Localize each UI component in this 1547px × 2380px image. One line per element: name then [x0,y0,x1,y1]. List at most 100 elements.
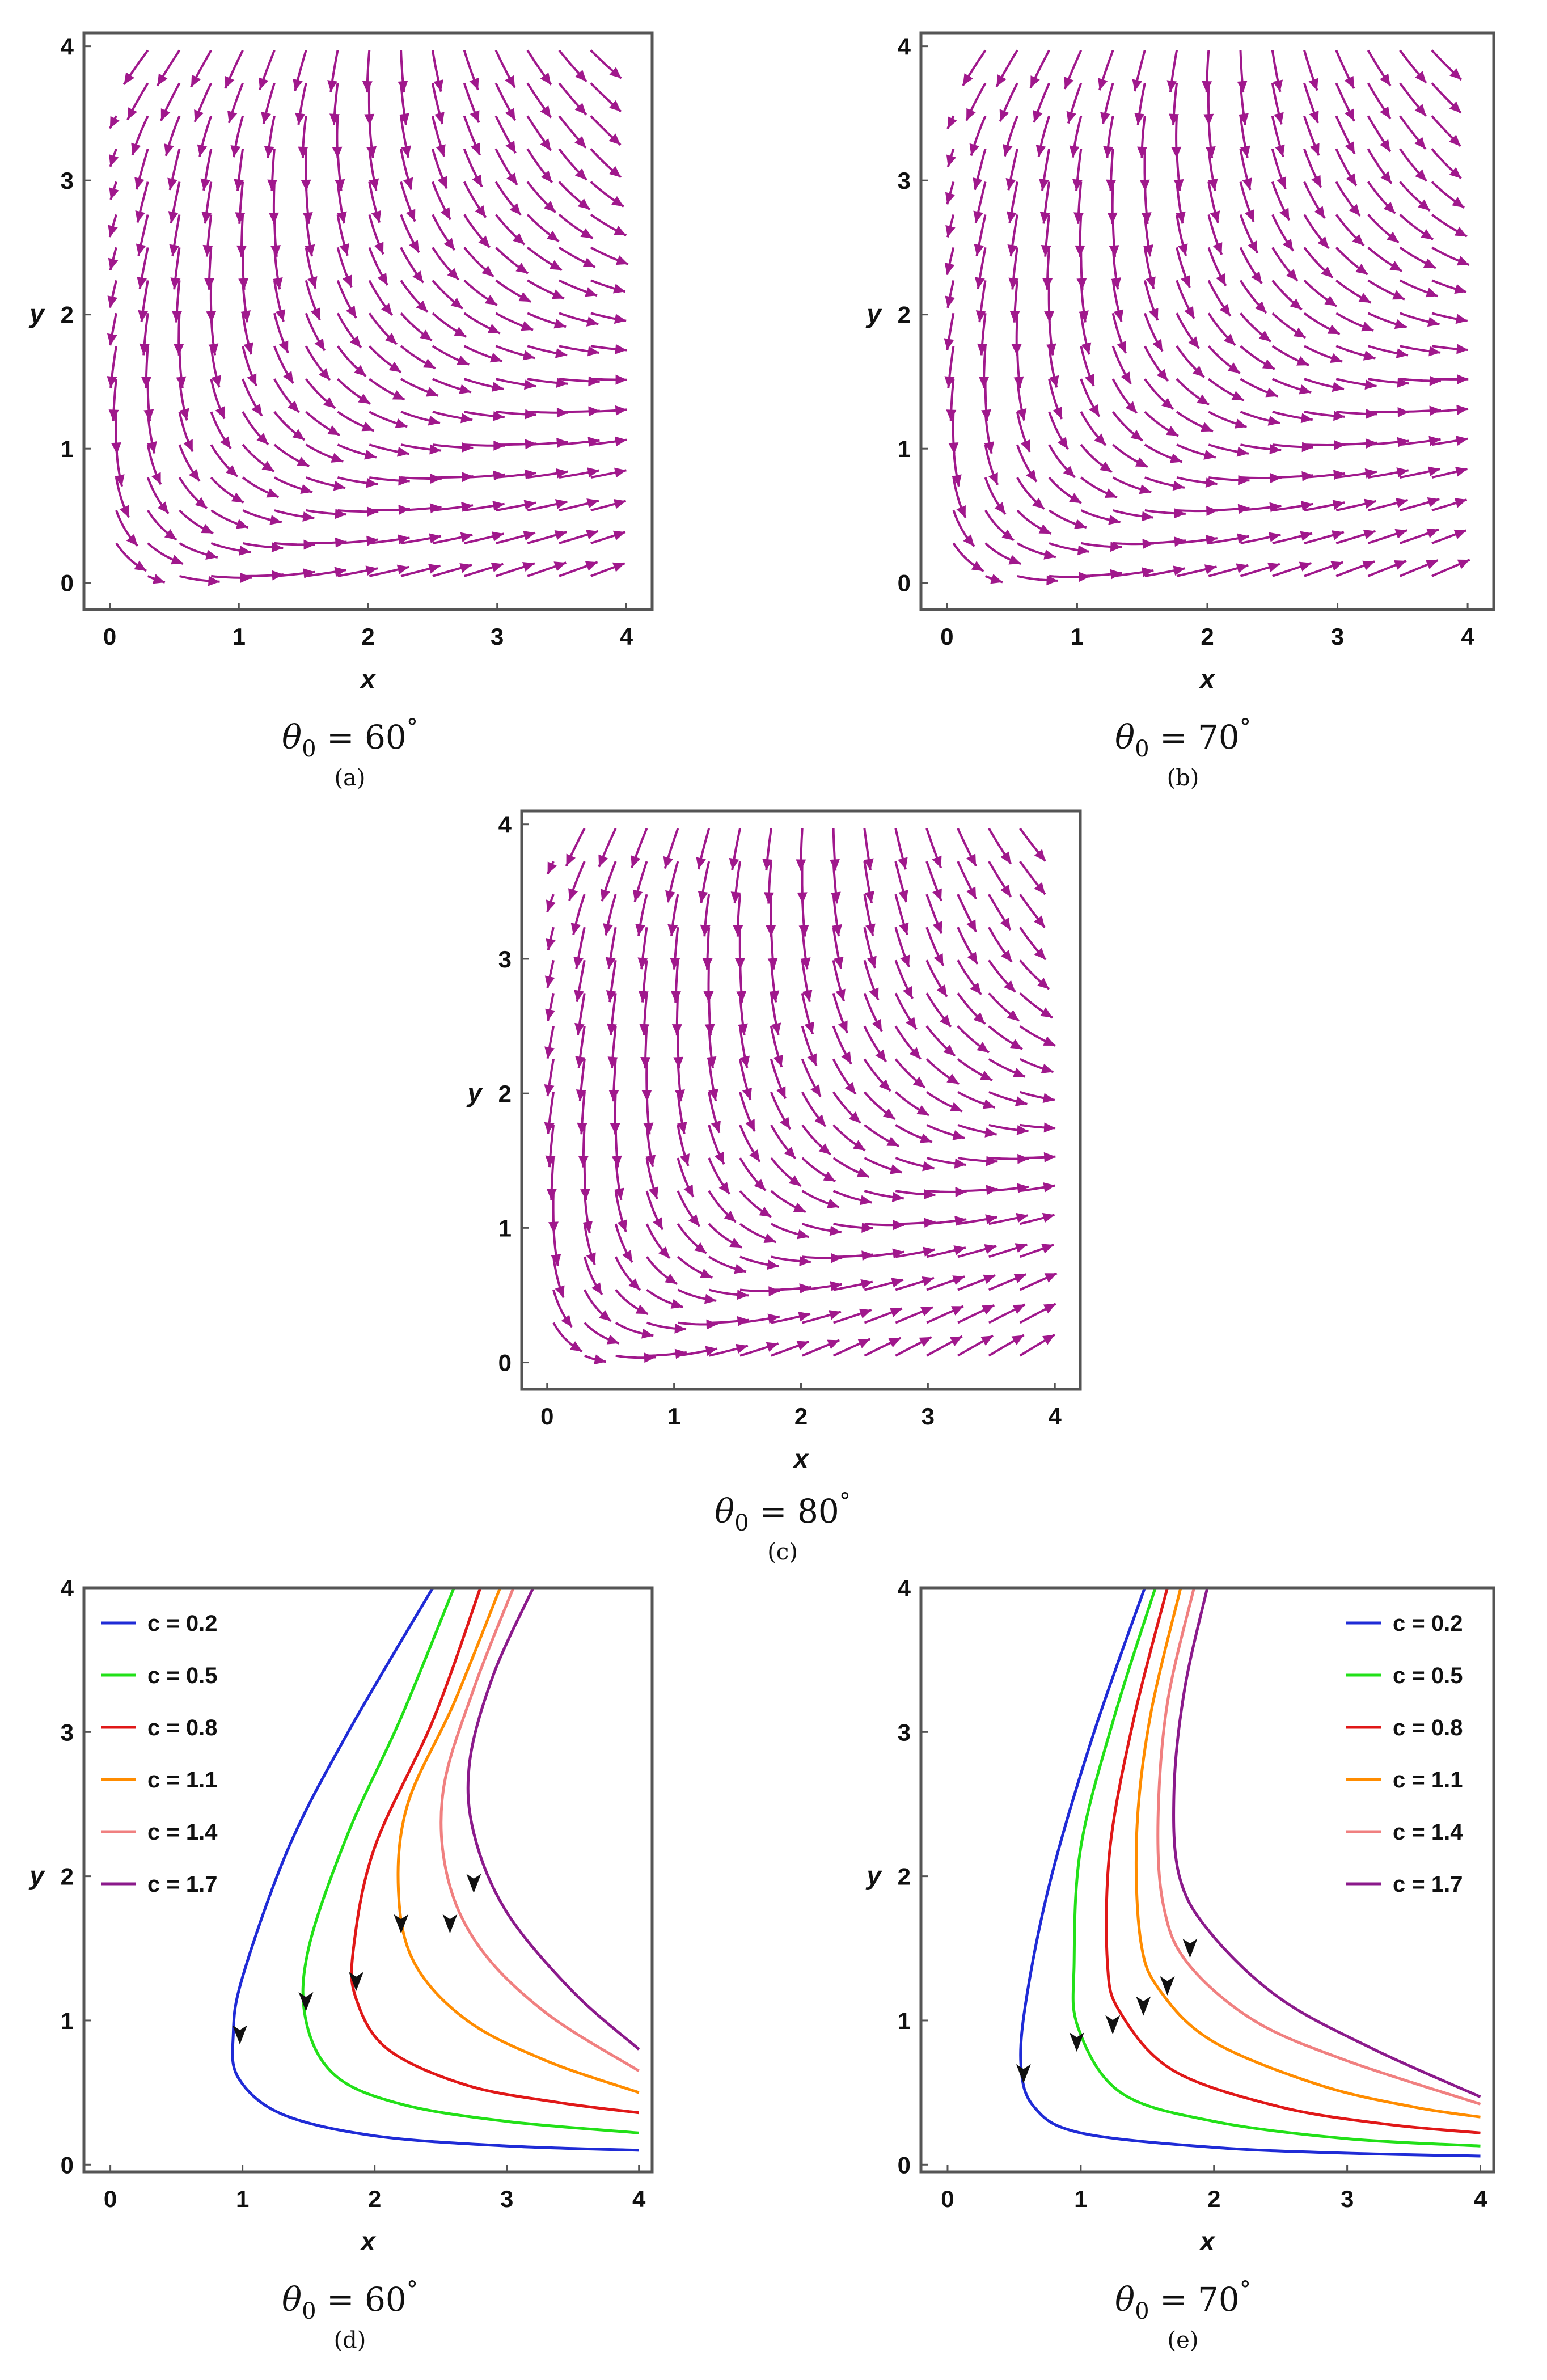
stream-arrowhead [829,1310,841,1320]
stream-arrowhead [1456,344,1468,354]
stream-arrowhead [168,211,179,223]
stream-arrowhead [608,133,621,145]
legend-entry: c = 1.1 [147,1768,217,1793]
stream-arrowhead [259,77,269,90]
stream-arrowhead [804,1021,814,1034]
stream-arrowhead [1301,501,1313,511]
x-tick-label: 4 [620,623,633,650]
stream-arrowhead [238,278,249,290]
stream-arrowhead [549,260,562,270]
stream-arrowhead [1456,256,1469,266]
stream-arrowhead [1000,884,1011,897]
stream-arrowhead [1273,79,1283,92]
stream-arrowhead [522,562,535,572]
stream-arrowhead [832,924,842,937]
stream-arrowhead [334,567,346,577]
stream-arrowhead [607,1056,618,1068]
stream-arrowhead [1026,469,1037,482]
stream-arrowhead [392,390,405,400]
x-tick-label: 3 [500,2185,513,2212]
stream-arrowhead [1300,413,1313,424]
stream-arrowhead [300,484,313,494]
stream-arrowhead [570,923,581,935]
stream-arrowhead [1358,293,1371,303]
stream-arrowhead [946,154,957,167]
y-axis-label: y [865,1861,882,1891]
stream-arrowhead [1346,173,1356,186]
stream-arrowhead [437,176,447,189]
stream-arrowhead [1042,1334,1055,1345]
y-tick-label: 1 [498,1215,512,1241]
stream-arrowhead [780,1117,791,1130]
stream-arrowhead [1042,1093,1055,1104]
stream-arrowhead [598,854,608,867]
caption-subscript: 0 [734,1510,749,1536]
stream-arrowhead [967,952,978,965]
stream-arrowhead [694,1242,707,1253]
stream-arrowhead [1383,201,1396,214]
stream-arrowhead [1034,882,1046,895]
stream-arrowhead [1212,242,1223,255]
direction-arrow [466,1874,481,1893]
stream-arrowhead [574,990,584,1002]
stream-arrowhead [582,257,595,267]
stream-arrowhead [1239,113,1249,125]
stream-arrowhead [1197,394,1210,405]
legend-entry: c = 1.7 [147,1872,217,1897]
stream-arrowhead [493,411,505,421]
stream-arrowhead [1223,333,1236,345]
plot-area: c = 0.2 c = 0.5 c = 0.8 c = 1.1 c = 1.4 c = 1… [101,1588,640,2152]
stream-arrowhead [606,1334,619,1345]
stream-arrowhead [204,278,215,290]
stream-arrowhead [762,859,773,870]
stream-arrowhead [1456,404,1469,415]
stream-arrowhead [275,309,286,322]
stream-arrowhead [1415,169,1427,181]
stream-arrowhead [594,1354,606,1365]
stream-arrowhead [994,502,1005,514]
stream-arrowhead [1205,146,1216,158]
y-axis-label: y [466,1078,483,1107]
stream-arrowhead [573,956,584,969]
stream-arrowhead [136,243,146,256]
y-axis-label: y [28,299,45,329]
stream-arrowhead [773,1054,783,1067]
stream-arrowhead [1234,418,1247,429]
stream-arrowhead [1103,146,1114,158]
stream-arrowhead [397,446,409,457]
stream-arrowhead [641,1328,654,1339]
stream-arrowhead [206,311,217,323]
stream-arrowhead [767,1259,779,1270]
stream-arrowhead [428,415,441,426]
stream-arrowhead [724,1210,736,1222]
stream-arrowhead [711,1121,721,1133]
caption-degree: ° [1240,715,1251,741]
stream-arrowhead [1415,71,1426,83]
stream-arrowhead [708,1088,718,1101]
stream-arrowhead [607,1023,617,1035]
stream-arrowhead [540,105,551,118]
stream-arrowhead [830,1253,843,1263]
stream-arrowhead [227,110,238,123]
stream-arrowhead [235,519,248,529]
stream-arrowhead [1156,369,1168,381]
stream-arrowhead [996,74,1007,87]
stream-arrowhead [548,1221,559,1233]
stream-arrowhead [945,225,956,238]
stream-arrowhead [134,177,145,190]
stream-arrowhead [920,1307,933,1317]
y-tick-label: 4 [61,1575,74,1601]
y-tick-label: 1 [61,2007,74,2034]
stream-arrowhead [450,297,463,309]
stream-arrowhead [547,861,557,874]
x-axis-label: x [1198,2226,1216,2256]
stream-arrowhead [1269,444,1282,455]
stream-arrowhead [1321,266,1333,278]
stream-arrowhead [551,289,564,299]
stream-arrowhead [893,1220,904,1231]
y-tick-label: 4 [898,1575,911,1601]
stream-arrowhead [829,1225,842,1236]
